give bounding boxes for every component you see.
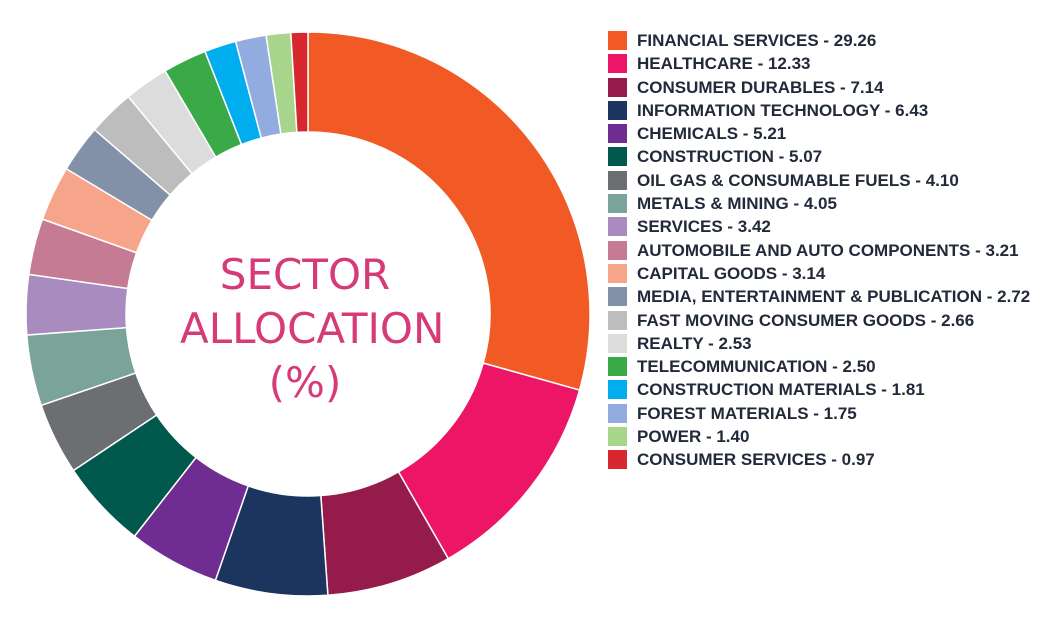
pie-slice-19: [289, 31, 309, 134]
legend-label-8: METALS & MINING - 4.05: [637, 194, 837, 214]
chart-title-line-3: (%): [268, 358, 342, 407]
legend-item-4: INFORMATION TECHNOLOGY - 6.43: [608, 99, 1048, 122]
legend-item-16: CONSTRUCTION MATERIALS - 1.81: [608, 378, 1048, 401]
legend-label-5: CHEMICALS - 5.21: [637, 124, 787, 144]
legend-swatch-10: [608, 240, 627, 260]
legend-swatch-2: [608, 54, 627, 74]
chart-legend: FINANCIAL SERVICES - 29.26 HEALTHCARE - 1…: [608, 29, 1048, 472]
pie-slice-1: [307, 31, 591, 392]
legend-label-9: SERVICES - 3.42: [637, 217, 771, 237]
legend-item-3: CONSUMER DURABLES - 7.14: [608, 76, 1048, 99]
legend-swatch-11: [608, 263, 627, 283]
legend-swatch-5: [608, 124, 627, 144]
legend-item-5: CHEMICALS - 5.21: [608, 122, 1048, 145]
legend-item-8: METALS & MINING - 4.05: [608, 192, 1048, 215]
legend-label-17: FOREST MATERIALS - 1.75: [637, 403, 857, 423]
legend-swatch-6: [608, 147, 627, 167]
legend-label-1: FINANCIAL SERVICES - 29.26: [637, 31, 877, 50]
legend-swatch-3: [608, 77, 627, 97]
chart-title-line-1: SECTOR: [219, 250, 391, 299]
legend-swatch-8: [608, 194, 627, 214]
legend-label-11: CAPITAL GOODS - 3.14: [637, 263, 826, 283]
legend-item-7: OIL GAS & CONSUMABLE FUELS - 4.10: [608, 169, 1048, 192]
legend-swatch-9: [608, 217, 627, 237]
legend-item-19: CONSUMER SERVICES - 0.97: [608, 448, 1048, 471]
chart-title: SECTOR ALLOCATION (%): [180, 248, 445, 410]
legend-item-2: HEALTHCARE - 12.33: [608, 52, 1048, 75]
legend-item-1: FINANCIAL SERVICES - 29.26: [608, 29, 1048, 52]
legend-label-2: HEALTHCARE - 12.33: [637, 54, 811, 74]
legend-swatch-18: [608, 427, 627, 447]
legend-label-7: OIL GAS & CONSUMABLE FUELS - 4.10: [637, 170, 959, 190]
legend-label-4: INFORMATION TECHNOLOGY - 6.43: [637, 100, 929, 120]
legend-swatch-16: [608, 380, 627, 400]
legend-item-12: MEDIA, ENTERTAINMENT & PUBLICATION - 2.7…: [608, 285, 1048, 308]
legend-item-6: CONSTRUCTION - 5.07: [608, 145, 1048, 168]
legend-swatch-17: [608, 403, 627, 423]
legend-swatch-15: [608, 357, 627, 377]
legend-label-12: MEDIA, ENTERTAINMENT & PUBLICATION - 2.7…: [637, 287, 1031, 307]
legend-item-15: TELECOMMUNICATION - 2.50: [608, 355, 1048, 378]
legend-label-15: TELECOMMUNICATION - 2.50: [637, 357, 876, 377]
legend-item-14: REALTY - 2.53: [608, 332, 1048, 355]
legend-label-19: CONSUMER SERVICES - 0.97: [637, 450, 875, 470]
legend-item-17: FOREST MATERIALS - 1.75: [608, 402, 1048, 425]
legend-swatch-13: [608, 310, 627, 330]
legend-swatch-12: [608, 287, 627, 307]
legend-swatch-19: [608, 450, 627, 470]
legend-label-13: FAST MOVING CONSUMER GOODS - 2.66: [637, 310, 975, 330]
legend-swatch-1: [608, 31, 627, 50]
legend-label-16: CONSTRUCTION MATERIALS - 1.81: [637, 380, 925, 400]
legend-label-3: CONSUMER DURABLES - 7.14: [637, 77, 884, 97]
legend-item-9: SERVICES - 3.42: [608, 215, 1048, 238]
legend-swatch-4: [608, 100, 627, 120]
legend-item-10: AUTOMOBILE AND AUTO COMPONENTS - 3.21: [608, 239, 1048, 262]
legend-label-10: AUTOMOBILE AND AUTO COMPONENTS - 3.21: [637, 240, 1019, 260]
chart-title-line-2: ALLOCATION: [180, 304, 445, 353]
legend-label-14: REALTY - 2.53: [637, 333, 752, 353]
legend-swatch-14: [608, 333, 627, 353]
legend-item-13: FAST MOVING CONSUMER GOODS - 2.66: [608, 309, 1048, 332]
legend-swatch-7: [608, 170, 627, 190]
legend-item-11: CAPITAL GOODS - 3.14: [608, 262, 1048, 285]
legend-label-6: CONSTRUCTION - 5.07: [637, 147, 823, 167]
legend-label-18: POWER - 1.40: [637, 427, 750, 447]
legend-item-18: POWER - 1.40: [608, 425, 1048, 448]
